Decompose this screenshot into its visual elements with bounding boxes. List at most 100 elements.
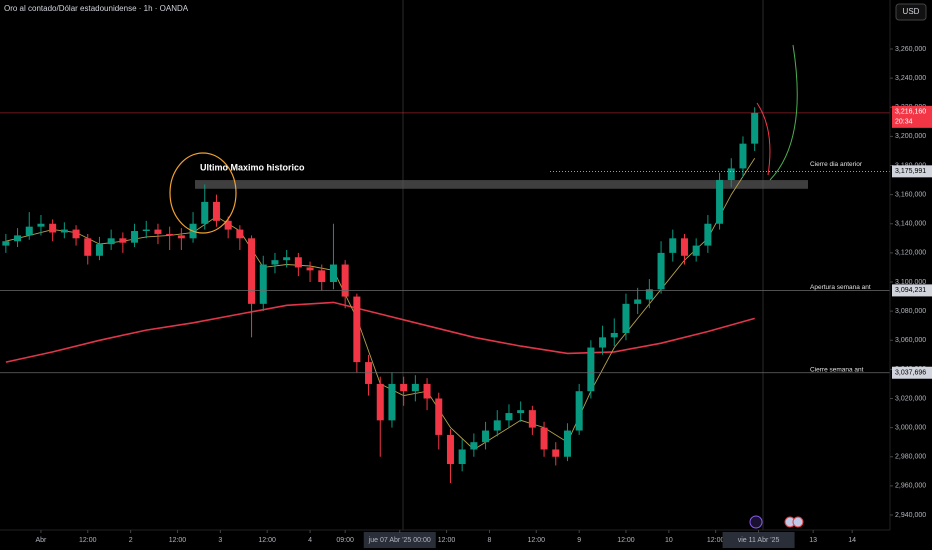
x-tick-label: 4 [308, 537, 312, 544]
candle-body [411, 383, 419, 392]
candle-body [353, 296, 361, 363]
candle-body [622, 303, 630, 333]
price-tag-label: 3,175,991 [895, 168, 926, 175]
x-tick-label: Abr [35, 537, 47, 544]
y-tick-label: 3,080,000 [895, 308, 926, 315]
y-tick-label: 3,260,000 [895, 46, 926, 53]
candle-body [224, 220, 232, 230]
candle-body [177, 235, 185, 239]
candle-body [84, 238, 92, 256]
chart-title: Oro al contado/Dólar estadounidense · 1h… [4, 4, 189, 13]
candle-body [341, 264, 349, 297]
candle-body [704, 223, 712, 246]
candle-body [540, 427, 548, 450]
candle-body [470, 442, 478, 450]
candle-body [458, 449, 466, 465]
y-tick-label: 3,140,000 [895, 221, 926, 228]
candle-body [49, 223, 57, 233]
price-tag-label: 3,037,696 [895, 370, 926, 377]
candle-body [201, 201, 209, 224]
x-tick-highlight [363, 532, 436, 548]
candle-body [669, 238, 677, 253]
candle-body [505, 413, 513, 421]
y-tick-label: 2,960,000 [895, 483, 926, 490]
candle-body [563, 430, 571, 457]
candle-body [212, 201, 220, 221]
x-tick-label: 14 [848, 537, 856, 544]
candle-body [131, 231, 139, 243]
candle-body [482, 430, 490, 443]
drawing-arc [756, 102, 771, 176]
candle-body [493, 420, 501, 431]
candle-body [25, 226, 33, 236]
candle-body [587, 347, 595, 392]
x-tick-highlight [722, 532, 795, 548]
x-tick-label: 9 [577, 537, 581, 544]
event-icon[interactable] [792, 516, 804, 528]
currency-button[interactable] [895, 3, 927, 21]
candle-body [575, 391, 583, 431]
candle-body [107, 238, 115, 245]
candle-body [294, 257, 302, 268]
event-icon[interactable] [749, 515, 763, 529]
annotation: Ultimo Maximo historico [200, 162, 305, 172]
candle-body [657, 252, 665, 290]
x-tick-label: 10 [665, 537, 673, 544]
plot-area [0, 107, 890, 483]
x-tick-label: 12:00 [438, 537, 456, 544]
y-tick-label: 2,940,000 [895, 512, 926, 519]
price-tag [892, 284, 932, 297]
x-tick-label: 2 [129, 537, 133, 544]
x-tick-label: 12:00 [527, 537, 545, 544]
x-tick-label: vie 11 Abr '25 [738, 537, 780, 544]
currency-label[interactable]: USD [903, 7, 920, 16]
candle-body [423, 383, 431, 399]
ath-zone [195, 180, 808, 189]
candle-body [610, 332, 618, 338]
candle-body [739, 143, 747, 169]
x-tick-label: 8 [488, 537, 492, 544]
candle-body [528, 410, 536, 428]
x-tick-label: 12:00 [617, 537, 635, 544]
candle-body [154, 229, 162, 234]
candle-body [329, 264, 337, 283]
x-tick-label: 09:00 [336, 537, 354, 544]
y-tick-label: 3,020,000 [895, 395, 926, 402]
level-note: Apertura semana ant [810, 284, 871, 291]
candle-body [552, 449, 560, 457]
candle-body [37, 223, 45, 227]
y-tick-label: 3,200,000 [895, 133, 926, 140]
y-tick-label: 3,160,000 [895, 191, 926, 198]
candle-body [14, 235, 22, 242]
x-tick-label: 12:00 [258, 537, 276, 544]
candle-body [271, 260, 279, 265]
level-note: Cierre dia anterior [810, 161, 863, 168]
candle-body [166, 233, 174, 236]
candle-body [599, 337, 607, 348]
candle-body [400, 383, 408, 392]
candle-body [72, 229, 80, 239]
countdown-label: 20:34 [895, 119, 913, 126]
y-tick-label: 3,000,000 [895, 424, 926, 431]
candle-body [283, 257, 291, 261]
candle-body [517, 410, 525, 414]
price-tag-label: 3,216,160 [895, 109, 926, 116]
price-tag [892, 366, 932, 379]
candle-body [376, 383, 384, 421]
drawing-arc [769, 44, 798, 181]
x-tick-label: 12:00 [707, 537, 725, 544]
candle-body [727, 168, 735, 181]
moving-average [5, 301, 755, 363]
y-tick-label: 3,060,000 [895, 337, 926, 344]
candle-body [645, 289, 653, 300]
candle-body [446, 434, 454, 465]
x-tick-label: 3 [218, 537, 222, 544]
candle-body [634, 299, 642, 304]
candle-body [60, 229, 68, 233]
candle-body [318, 270, 326, 283]
candle-body [716, 180, 724, 224]
candle-body [2, 241, 10, 246]
level-note: Cierre semana ant [810, 366, 864, 373]
